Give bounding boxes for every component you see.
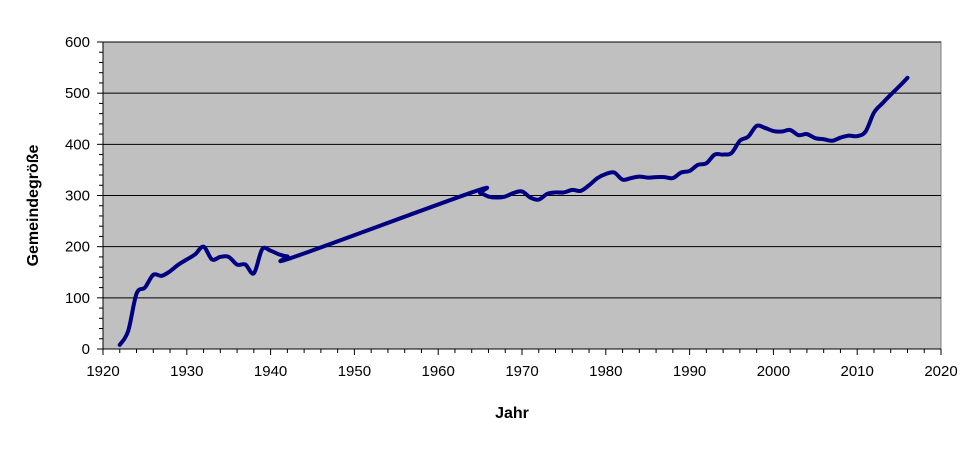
y-tick-label: 300 bbox=[65, 188, 90, 205]
x-tick-label: 1980 bbox=[589, 363, 622, 380]
y-tick-label: 600 bbox=[65, 34, 90, 51]
y-tick-label: 400 bbox=[65, 136, 90, 153]
y-tick-label: 200 bbox=[65, 239, 90, 256]
x-axis-title: Jahr bbox=[495, 405, 529, 422]
x-tick-label: 1930 bbox=[170, 363, 203, 380]
x-tick-label: 1990 bbox=[673, 363, 706, 380]
x-tick-label: 2020 bbox=[924, 363, 957, 380]
y-tick-label: 500 bbox=[65, 85, 90, 102]
series-line bbox=[117, 75, 910, 347]
x-tick-label: 2010 bbox=[841, 363, 874, 380]
axes bbox=[97, 41, 942, 355]
y-axis-title: Gemeindegröße bbox=[25, 145, 42, 267]
series-layer bbox=[117, 75, 910, 347]
x-tick-label: 1950 bbox=[338, 363, 371, 380]
x-tick-label: 1960 bbox=[422, 363, 455, 380]
x-tick-label: 2000 bbox=[757, 363, 790, 380]
x-tick-label: 1940 bbox=[254, 363, 287, 380]
gridlines bbox=[103, 41, 941, 299]
x-tick-label: 1920 bbox=[86, 363, 119, 380]
y-tick-label: 0 bbox=[82, 341, 90, 358]
tick-labels: 0 100 200 300 400 500 600 1920 1930 1940 1950 1960 1… bbox=[65, 34, 958, 380]
x-tick-label: 1970 bbox=[505, 363, 538, 380]
y-tick-label: 100 bbox=[65, 290, 90, 307]
